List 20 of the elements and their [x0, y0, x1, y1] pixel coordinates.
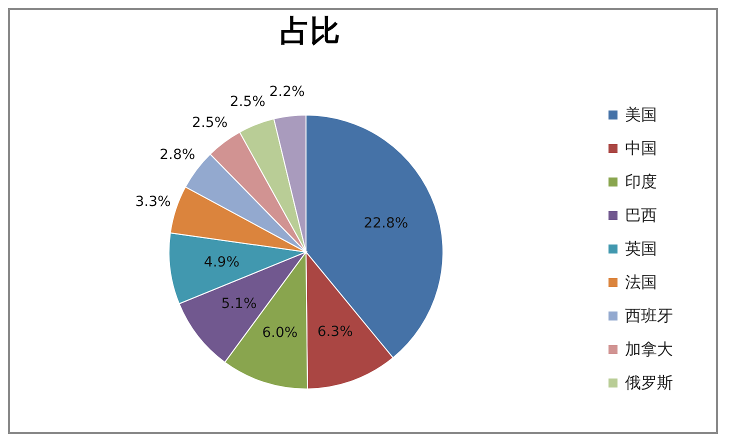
data-label: 5.1%: [221, 296, 257, 312]
data-label: 2.8%: [160, 147, 196, 164]
data-label: 6.3%: [317, 324, 353, 340]
data-label: 22.8%: [364, 215, 408, 232]
legend-label: 印度: [625, 172, 657, 191]
data-label: 2.2%: [269, 84, 305, 100]
legend-label: 英国: [625, 239, 657, 258]
legend-label: 加拿大: [625, 340, 673, 358]
data-label: 2.5%: [230, 94, 266, 110]
data-label: 4.9%: [204, 254, 240, 270]
data-label: 3.3%: [135, 194, 171, 210]
legend-label: 巴西: [625, 206, 657, 224]
chart-title: 占比: [280, 14, 340, 50]
data-label: 6.0%: [262, 324, 298, 341]
legend-label: 中国: [625, 138, 657, 158]
legend-label: 俄罗斯: [625, 373, 673, 392]
legend-label: 美国: [625, 105, 657, 124]
legend-label: 法国: [625, 272, 657, 292]
data-label: 2.5%: [192, 114, 228, 131]
legend-label: 西班牙: [625, 306, 673, 325]
